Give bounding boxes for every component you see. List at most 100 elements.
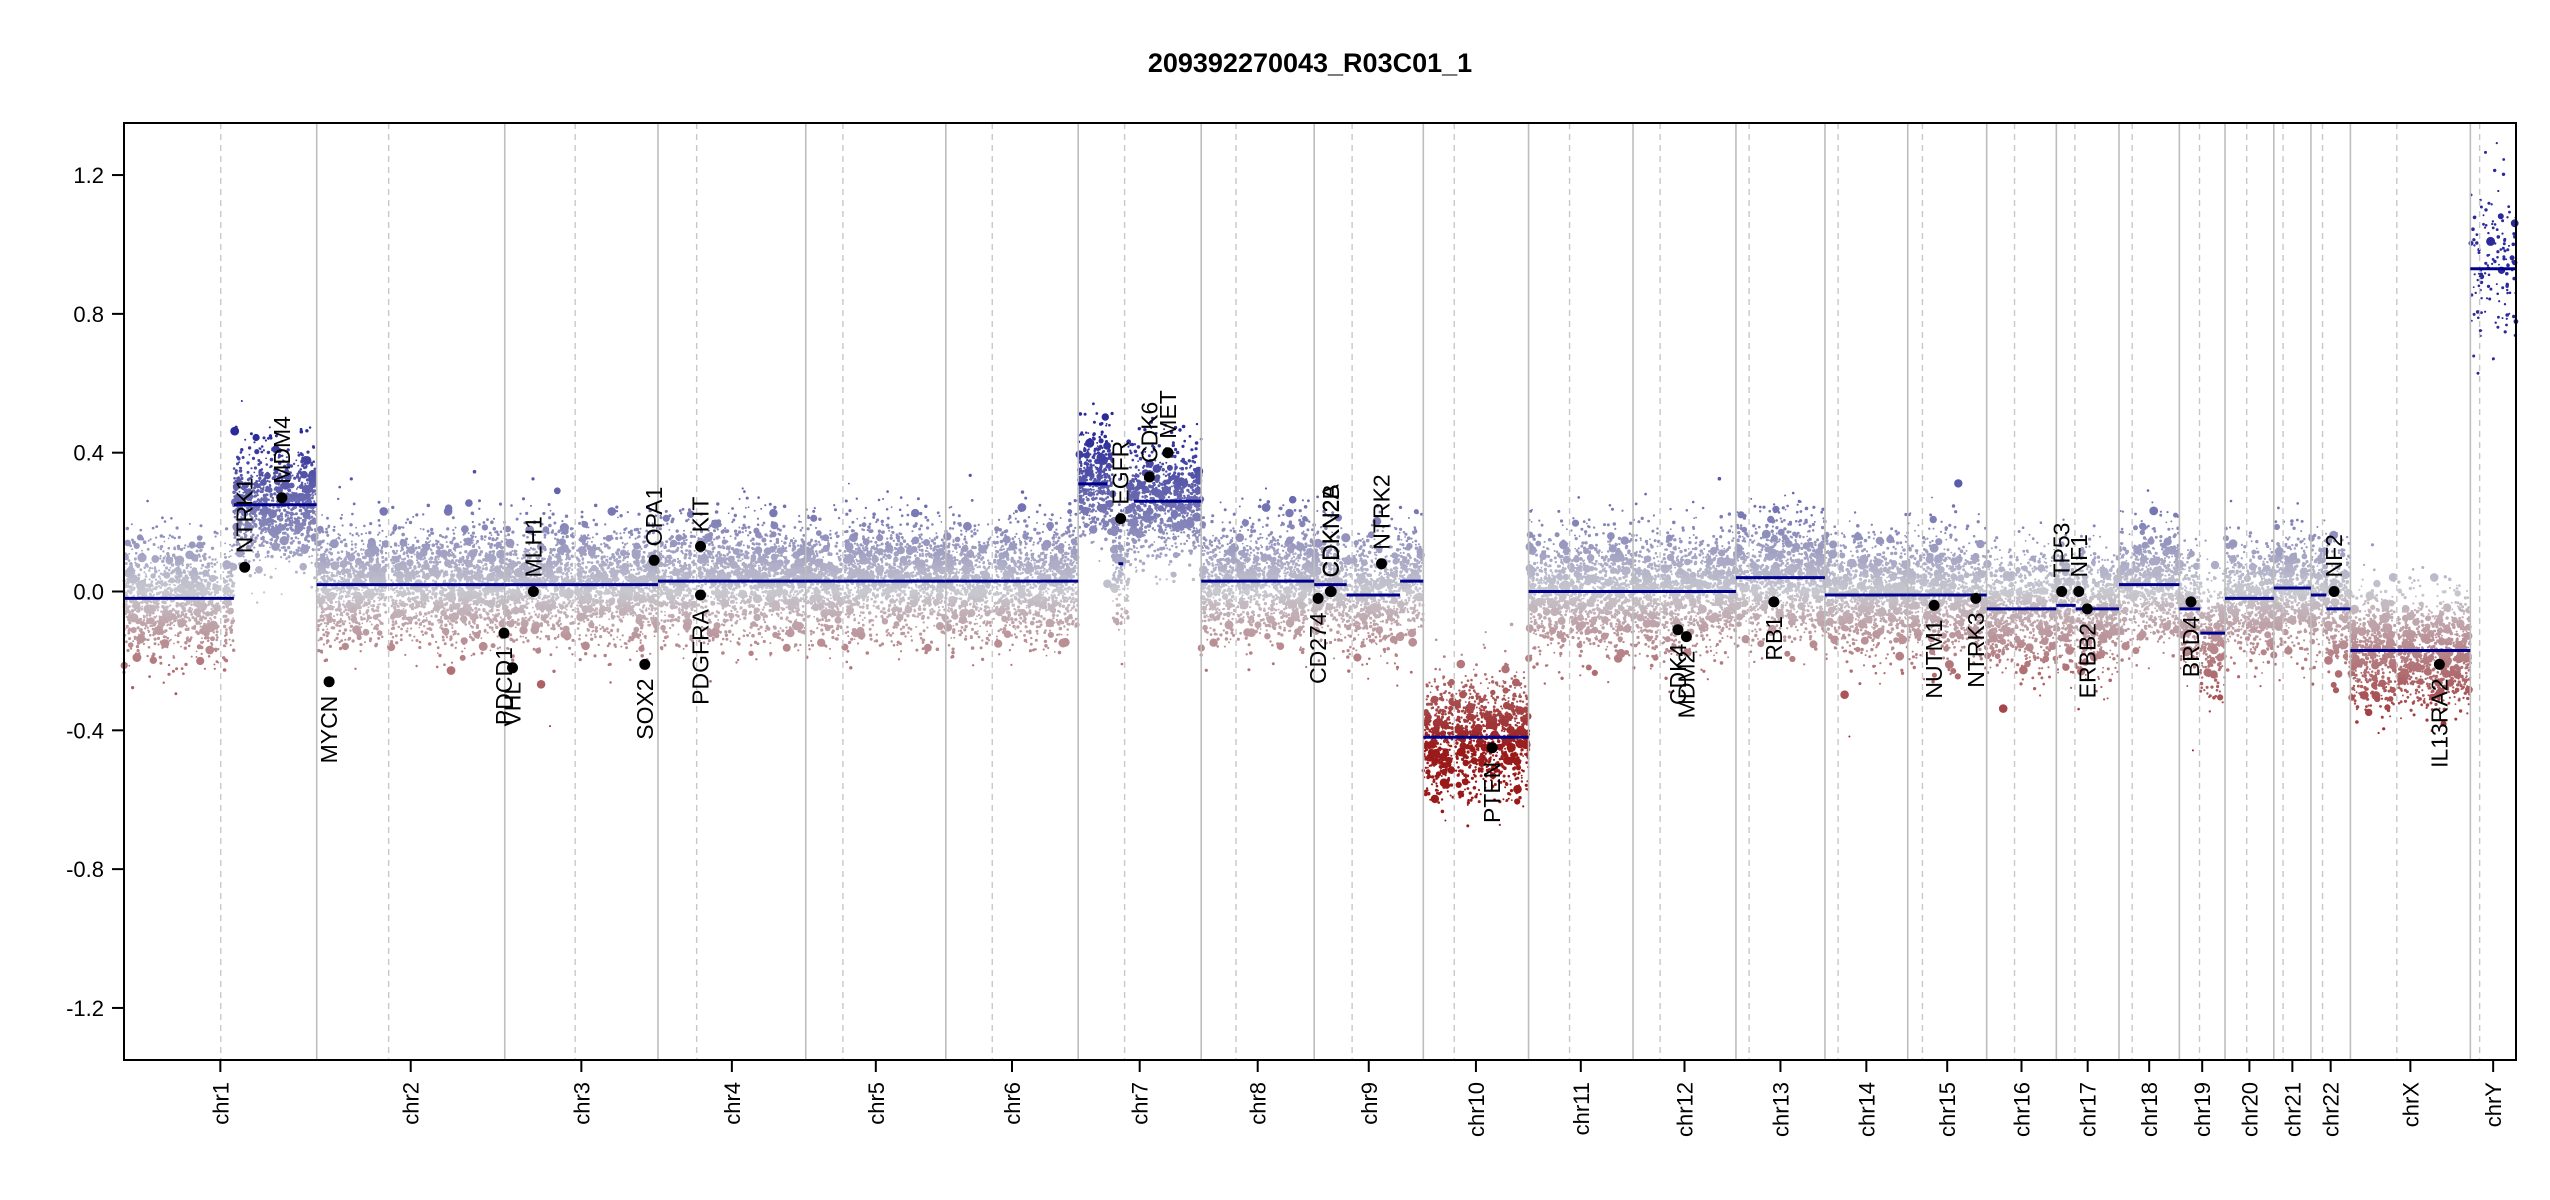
probe-point	[594, 522, 599, 527]
probe-point	[175, 571, 179, 575]
probe-point	[365, 532, 368, 535]
probe-point	[138, 617, 143, 622]
probe-point	[190, 603, 193, 606]
probe-point	[471, 531, 475, 535]
probe-point	[649, 652, 652, 655]
probe-point	[481, 524, 489, 531]
probe-point	[146, 499, 149, 503]
probe-point	[438, 653, 442, 658]
probe-point	[437, 554, 441, 558]
probe-point	[138, 629, 142, 632]
probe-point	[165, 605, 169, 609]
probe-point	[355, 587, 359, 591]
probe-point	[232, 467, 236, 470]
probe-point	[372, 614, 379, 620]
probe-point	[171, 607, 175, 611]
probe-point	[445, 541, 448, 544]
probe-point	[217, 591, 220, 594]
probe-point	[209, 588, 212, 591]
probe-point	[156, 609, 159, 612]
probe-point	[485, 552, 488, 555]
probe-point	[385, 535, 388, 538]
probe-point	[198, 555, 201, 558]
probe-point	[263, 573, 266, 577]
probe-point	[450, 570, 454, 573]
probe-point	[162, 556, 166, 560]
probe-point	[306, 545, 311, 550]
probe-point	[322, 633, 326, 637]
probe-point	[478, 552, 482, 557]
probe-point	[528, 612, 531, 615]
probe-point	[362, 565, 366, 570]
probe-point	[391, 505, 395, 510]
probe-point	[487, 536, 492, 540]
probe-point	[375, 592, 379, 596]
probe-point	[348, 622, 351, 625]
probe-point	[272, 506, 275, 509]
probe-point	[216, 532, 219, 535]
probe-point	[354, 667, 357, 670]
probe-point	[279, 536, 289, 546]
probe-point	[258, 473, 262, 477]
probe-point	[150, 580, 154, 583]
probe-point	[363, 555, 367, 560]
probe-point	[318, 618, 322, 622]
probe-point	[370, 545, 380, 555]
probe-point	[320, 546, 323, 549]
probe-point	[478, 547, 481, 550]
probe-point	[321, 600, 325, 604]
probe-point	[368, 531, 372, 535]
probe-point	[136, 626, 140, 630]
probe-point	[299, 549, 301, 552]
probe-point	[372, 599, 376, 603]
probe-point	[446, 666, 456, 675]
probe-point	[132, 640, 135, 643]
probe-point	[317, 639, 320, 642]
probe-point	[125, 624, 129, 629]
probe-point	[171, 569, 176, 573]
probe-point	[270, 518, 275, 523]
probe-point	[155, 615, 158, 617]
probe-point	[264, 472, 271, 480]
probe-point	[418, 640, 422, 644]
probe-point	[216, 636, 219, 639]
probe-point	[232, 648, 236, 652]
probe-point	[322, 577, 326, 582]
probe-point	[185, 566, 189, 570]
probe-point	[246, 470, 250, 474]
probe-point	[244, 559, 248, 563]
probe-point	[332, 528, 336, 532]
probe-point	[323, 617, 326, 620]
probe-point	[185, 550, 195, 560]
probe-point	[556, 635, 560, 639]
probe-point	[378, 524, 381, 527]
probe-point	[300, 533, 304, 537]
probe-point	[443, 607, 446, 610]
probe-point	[131, 609, 134, 611]
probe-point	[440, 624, 443, 627]
probe-point	[206, 639, 210, 643]
probe-point	[416, 539, 420, 543]
probe-point	[286, 533, 289, 536]
probe-point	[390, 558, 393, 562]
probe-point	[342, 568, 345, 572]
probe-point	[263, 478, 266, 481]
probe-point	[477, 569, 481, 574]
probe-point	[653, 635, 656, 638]
probe-point	[475, 603, 479, 606]
probe-point	[180, 623, 184, 627]
probe-point	[440, 547, 443, 550]
probe-point	[151, 627, 155, 631]
probe-point	[340, 550, 344, 553]
probe-point	[428, 543, 431, 547]
probe-point	[447, 565, 451, 569]
probe-point	[407, 574, 413, 580]
probe-point	[450, 541, 454, 545]
probe-point	[354, 564, 358, 568]
probe-point	[422, 528, 425, 531]
probe-point	[489, 619, 493, 623]
probe-point	[397, 608, 400, 612]
probe-point	[362, 548, 365, 551]
probe-point	[135, 654, 138, 656]
